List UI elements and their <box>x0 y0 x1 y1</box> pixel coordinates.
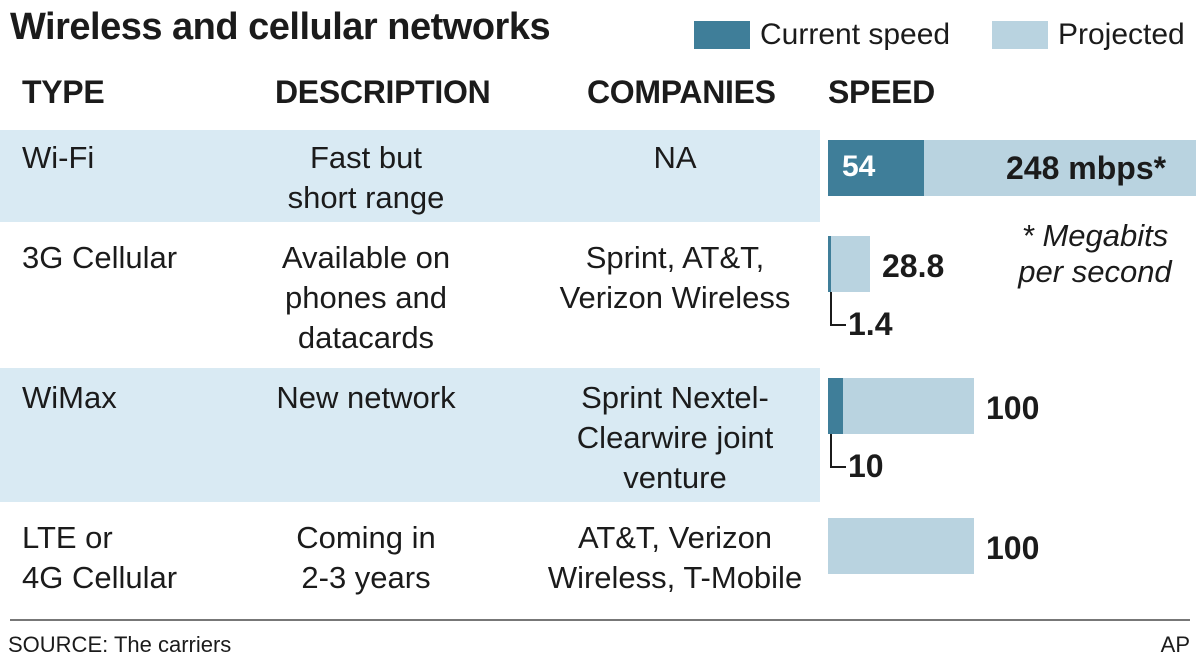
description-line: Fast but <box>310 140 422 175</box>
description-cell: Fast but short range <box>230 138 502 218</box>
bar-current-wimax <box>828 378 843 434</box>
bar-projected-wimax <box>828 378 974 434</box>
header-companies: COMPANIES <box>587 74 776 110</box>
type-cell: WiMax <box>22 378 252 418</box>
companies-line: Sprint, AT&T, <box>585 240 765 275</box>
label-projected-wifi: 248 mbps* <box>1006 150 1167 186</box>
description-line: Available on <box>281 240 451 275</box>
description-line: New network <box>276 380 456 415</box>
label-projected-wimax: 100 <box>986 390 1040 426</box>
bar-current-wifi <box>828 140 924 196</box>
bar-current-3g <box>828 236 831 292</box>
footnote: * Megabits per second <box>990 218 1200 290</box>
companies-line: venture <box>623 460 727 495</box>
description-line: short range <box>287 180 445 215</box>
type-line: Wi-Fi <box>22 140 95 175</box>
description-line: Coming in <box>296 520 436 555</box>
legend-current: Current speed <box>694 18 950 52</box>
leader-current-3g <box>830 292 846 326</box>
type-line: WiMax <box>22 380 117 415</box>
companies-line: Clearwire joint <box>576 420 774 455</box>
description-line: phones and <box>284 280 448 315</box>
label-current-wifi: 54 <box>842 150 876 183</box>
footnote-line-2: per second <box>1018 254 1172 289</box>
credit-text: AP <box>1160 632 1190 657</box>
type-line: LTE or <box>22 520 113 555</box>
companies-line: Verizon Wireless <box>559 280 791 315</box>
bar-projected-3g <box>828 236 870 292</box>
type-cell: LTE or 4G Cellular <box>22 518 252 598</box>
description-line: datacards <box>297 320 435 355</box>
legend-current-label: Current speed <box>760 18 951 51</box>
companies-line: AT&T, Verizon <box>577 520 773 555</box>
type-cell: Wi-Fi <box>22 138 252 178</box>
legend-current-swatch <box>694 21 750 49</box>
header-description: DESCRIPTION <box>275 74 491 110</box>
header-type: TYPE <box>22 74 105 110</box>
description-cell: Coming in 2-3 years <box>230 518 502 598</box>
legend-projected-label: Projected <box>1058 18 1185 51</box>
row-band-wifi <box>0 130 820 222</box>
leader-current-wimax <box>830 434 846 468</box>
label-current-wimax: 10 <box>848 448 884 484</box>
label-projected-3g: 28.8 <box>882 248 945 284</box>
footnote-line-1: * Megabits <box>1021 218 1169 253</box>
chart-title: Wireless and cellular networks <box>10 6 551 48</box>
companies-cell: Sprint, AT&T, Verizon Wireless <box>530 238 820 318</box>
companies-line: Wireless, T-Mobile <box>547 560 803 595</box>
legend-projected-swatch <box>992 21 1048 49</box>
description-cell: New network <box>230 378 502 418</box>
header-speed: SPEED <box>828 74 935 110</box>
companies-cell: Sprint Nextel- Clearwire joint venture <box>530 378 820 498</box>
type-line: 4G Cellular <box>22 560 178 595</box>
companies-cell: AT&T, Verizon Wireless, T-Mobile <box>530 518 820 598</box>
companies-cell: NA <box>530 138 820 178</box>
row-band-wimax <box>0 368 820 502</box>
label-projected-lte: 100 <box>986 530 1040 566</box>
source-text: SOURCE: The carriers <box>8 632 232 657</box>
companies-line: Sprint Nextel- <box>581 380 769 415</box>
description-cell: Available on phones and datacards <box>230 238 502 358</box>
legend-projected: Projected <box>992 18 1185 52</box>
type-line: 3G Cellular <box>22 240 178 275</box>
footer-rule <box>10 619 1190 621</box>
companies-line: NA <box>653 140 697 175</box>
label-current-3g: 1.4 <box>848 306 893 342</box>
bar-projected-lte <box>828 518 974 574</box>
type-cell: 3G Cellular <box>22 238 252 278</box>
description-line: 2-3 years <box>301 560 431 595</box>
